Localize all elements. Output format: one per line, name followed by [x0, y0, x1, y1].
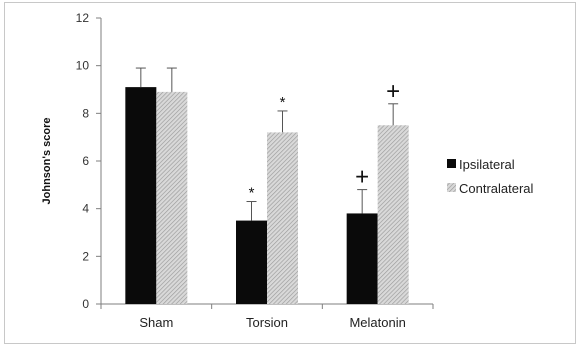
legend-swatch-ipsilateral	[447, 159, 456, 168]
y-tick-label: 10	[76, 59, 90, 73]
bar-ipsilateral-torsion	[236, 220, 267, 304]
bar-contralateral-melatonin	[377, 125, 409, 304]
legend-label-ipsilateral: Ipsilateral	[459, 157, 515, 172]
y-tick-label: 8	[82, 106, 89, 120]
legend-swatch-contralateral	[447, 183, 456, 192]
significance-marker: *	[280, 94, 286, 111]
bar-contralateral-sham	[156, 91, 188, 304]
bar-ipsilateral-sham	[125, 87, 157, 304]
significance-marker: *	[249, 185, 255, 202]
y-tick-label: 0	[82, 297, 89, 311]
legend-label-contralateral: Contralateral	[459, 181, 534, 196]
x-category-label: Melatonin	[349, 315, 405, 330]
y-tick-label: 2	[82, 249, 89, 263]
y-tick-label: 6	[82, 154, 89, 168]
x-category-label: Sham	[139, 315, 173, 330]
x-category-label: Torsion	[246, 315, 288, 330]
significance-marker: +	[355, 164, 369, 191]
y-tick-label: 12	[76, 11, 90, 25]
bar-ipsilateral-melatonin	[346, 213, 378, 304]
bar-contralateral-torsion	[267, 132, 298, 304]
y-tick-label: 4	[82, 202, 89, 216]
significance-marker: +	[386, 78, 400, 105]
y-axis-title: Johnson's score	[41, 118, 53, 205]
